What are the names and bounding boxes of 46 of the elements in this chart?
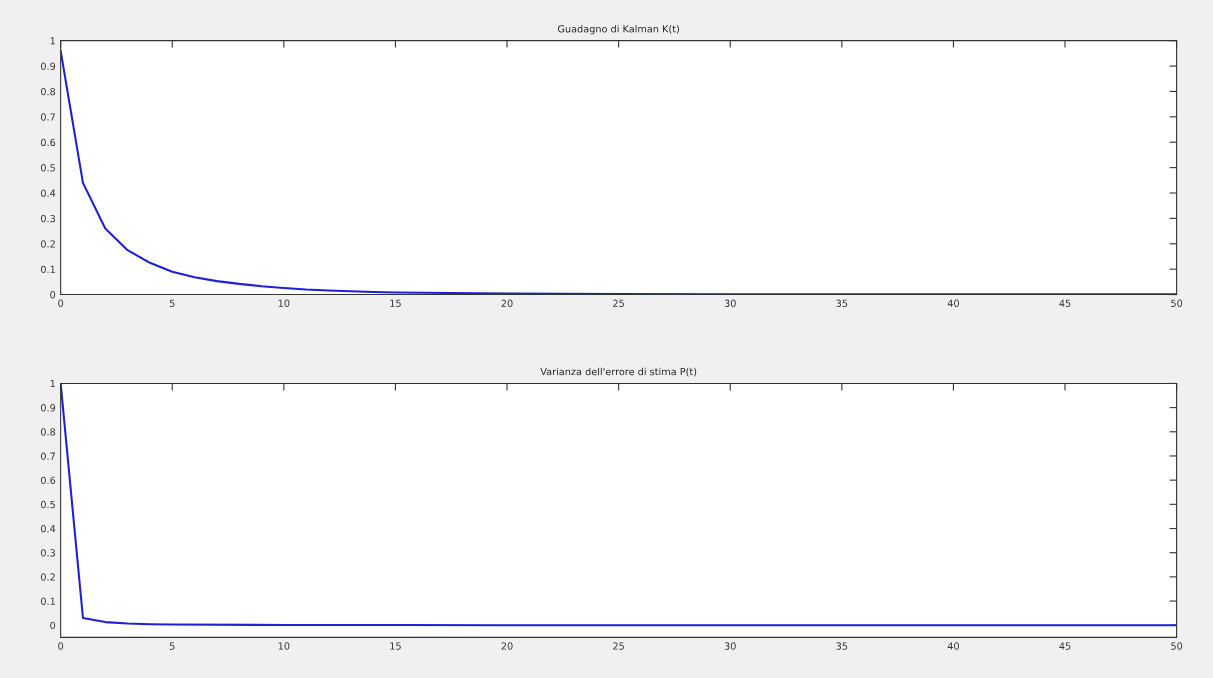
x-tick-label: 45: [1059, 642, 1071, 650]
x-tick-label: 35: [836, 299, 848, 307]
x-tick-label: 15: [390, 642, 401, 650]
x-tick-label: 25: [613, 299, 624, 307]
y-tick-label: 0.3: [40, 214, 56, 223]
x-tick-label: 5: [169, 299, 175, 307]
chart-title: Varianza dell'errore di stima P(t): [540, 367, 697, 377]
y-tick-label: 0.7: [40, 452, 55, 460]
x-tick-label: 40: [947, 299, 959, 307]
y-tick-label: 0.4: [40, 189, 56, 197]
x-tick-label: 20: [501, 642, 513, 650]
chart-title: Guadagno di Kalman K(t): [557, 24, 680, 35]
y-tick-label: 0: [50, 621, 56, 630]
x-tick-label: 0: [58, 642, 64, 650]
x-tick-label: 35: [836, 642, 848, 650]
y-tick-label: 1: [50, 37, 55, 45]
y-tick-label: 0.6: [40, 138, 56, 147]
y-tick-label: 0.5: [40, 164, 55, 172]
x-tick-label: 50: [1171, 642, 1183, 650]
x-tick-label: 45: [1059, 299, 1071, 307]
x-tick-label: 15: [390, 299, 401, 307]
y-tick-label: 0.3: [40, 549, 56, 557]
y-tick-label: 0.6: [40, 476, 56, 484]
x-tick-label: 10: [278, 642, 290, 650]
x-tick-label: 0: [58, 299, 64, 307]
x-tick-label: 50: [1171, 299, 1183, 307]
x-tick-label: 20: [501, 299, 513, 307]
y-tick-label: 0.4: [40, 524, 56, 533]
y-tick-label: 0.9: [40, 404, 56, 412]
y-tick-label: 0: [50, 291, 56, 299]
y-tick-label: 0.1: [40, 265, 55, 274]
y-tick-label: 0.8: [40, 87, 56, 96]
x-tick-label: 5: [169, 642, 175, 650]
x-tick-label: 40: [947, 642, 959, 650]
y-tick-label: 1: [50, 380, 55, 388]
y-tick-label: 0.7: [40, 113, 55, 121]
x-tick-label: 25: [613, 642, 624, 650]
x-tick-label: 30: [724, 642, 736, 650]
x-tick-label: 30: [724, 299, 736, 307]
x-tick-label: 10: [278, 299, 290, 307]
y-tick-label: 0.1: [40, 597, 55, 605]
y-tick-label: 0.8: [40, 428, 56, 436]
y-tick-label: 0.2: [40, 240, 55, 248]
y-tick-label: 0.5: [40, 500, 55, 509]
y-tick-label: 0.2: [40, 573, 55, 581]
y-tick-label: 0.9: [40, 62, 56, 70]
